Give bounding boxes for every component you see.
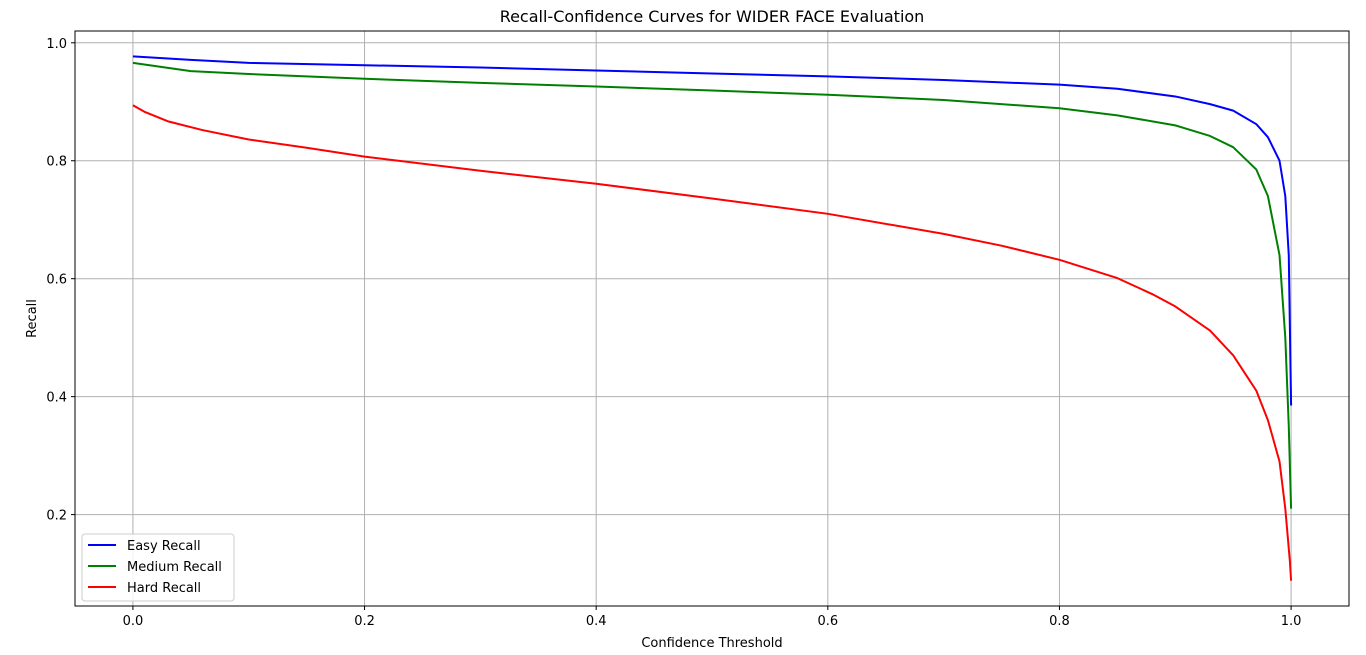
- legend-label-medium-recall: Medium Recall: [127, 560, 222, 575]
- series-line-easy-recall: [132, 55, 1293, 406]
- plot-frame: [74, 30, 1350, 607]
- series-lines: [132, 55, 1293, 581]
- x-tick-label: 1.0: [1281, 614, 1302, 629]
- x-tick-label: 0.8: [1049, 614, 1070, 629]
- axis-ticks: 0.0 0.2 0.4 0.6 0.8 1.0 0.2 0.4 0.6 0.8 1.0: [46, 37, 1301, 629]
- legend-label-hard-recall: Hard Recall: [127, 581, 201, 596]
- x-tick-label: 0.2: [354, 614, 375, 629]
- legend-label-easy-recall: Easy Recall: [127, 539, 201, 554]
- x-axis-label: Confidence Threshold: [641, 636, 782, 651]
- legend-box: [81, 533, 235, 602]
- y-tick-label: 0.8: [46, 155, 67, 170]
- y-tick-label: 0.6: [46, 273, 67, 288]
- y-axis-label: Recall: [25, 299, 40, 338]
- series-line-medium-recall: [132, 61, 1293, 509]
- x-tick-label: 0.4: [586, 614, 607, 629]
- grid: [75, 31, 1349, 606]
- y-tick-label: 0.4: [46, 391, 67, 406]
- x-tick-label: 0.6: [817, 614, 838, 629]
- x-tick-label: 0.0: [123, 614, 144, 629]
- chart-title: Recall-Confidence Curves for WIDER FACE …: [500, 7, 925, 26]
- y-tick-label: 1.0: [46, 37, 67, 52]
- y-tick-label: 0.2: [46, 509, 67, 524]
- series-line-hard-recall: [132, 104, 1293, 581]
- legend: Easy Recall Medium Recall Hard Recall: [81, 533, 235, 602]
